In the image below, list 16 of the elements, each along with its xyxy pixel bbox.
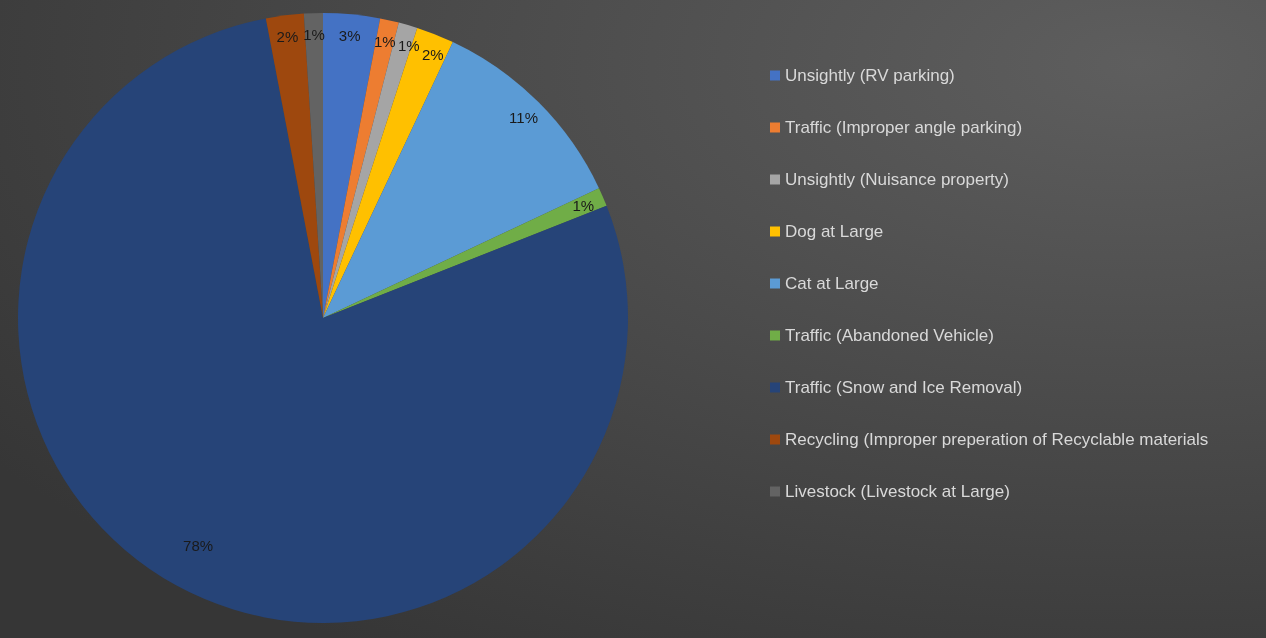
legend-label: Traffic (Abandoned Vehicle) — [785, 326, 994, 345]
data-label: 1% — [572, 196, 595, 214]
legend-label: Traffic (Improper angle parking) — [785, 118, 1023, 137]
data-label: 2% — [276, 28, 299, 46]
data-label: 2% — [422, 45, 444, 63]
legend-label: Cat at Large — [785, 274, 879, 293]
data-label: 3% — [338, 27, 361, 45]
legend-label: Recycling (Improper preperation of Recyclable materials — [785, 430, 1209, 449]
legend-label: Dog at Large — [785, 222, 884, 241]
data-label: 11% — [509, 108, 539, 126]
legend-label: Unsightly (RV parking) — [785, 66, 955, 85]
data-label: 1% — [374, 32, 396, 50]
data-label: 78% — [183, 536, 214, 554]
legend-label: Traffic (Snow and Ice Removal) — [785, 378, 1023, 397]
legend-label: Unsightly (Nuisance property) — [785, 170, 1009, 189]
legend-label: Livestock (Livestock at Large) — [785, 482, 1010, 501]
